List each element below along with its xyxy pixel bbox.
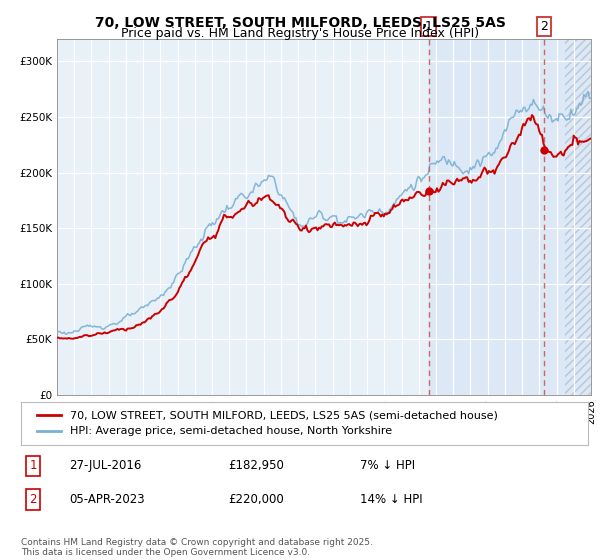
Bar (565, 39, 591, 395)
Text: 1: 1 (29, 459, 37, 473)
Text: Price paid vs. HM Land Registry's House Price Index (HPI): Price paid vs. HM Land Registry's House … (121, 27, 479, 40)
Text: 14% ↓ HPI: 14% ↓ HPI (360, 493, 422, 506)
Legend: 70, LOW STREET, SOUTH MILFORD, LEEDS, LS25 5AS (semi-detached house), HPI: Avera: 70, LOW STREET, SOUTH MILFORD, LEEDS, LS… (32, 407, 502, 441)
Text: £220,000: £220,000 (228, 493, 284, 506)
Text: £182,950: £182,950 (228, 459, 284, 473)
Text: 1: 1 (425, 20, 433, 33)
Text: 2: 2 (29, 493, 37, 506)
Text: 7% ↓ HPI: 7% ↓ HPI (360, 459, 415, 473)
Text: Contains HM Land Registry data © Crown copyright and database right 2025.
This d: Contains HM Land Registry data © Crown c… (21, 538, 373, 557)
Text: 70, LOW STREET, SOUTH MILFORD, LEEDS, LS25 5AS: 70, LOW STREET, SOUTH MILFORD, LEEDS, LS… (95, 16, 505, 30)
Text: 2: 2 (540, 20, 548, 33)
Bar (428, 39, 591, 395)
Text: 27-JUL-2016: 27-JUL-2016 (69, 459, 142, 473)
Text: 05-APR-2023: 05-APR-2023 (69, 493, 145, 506)
